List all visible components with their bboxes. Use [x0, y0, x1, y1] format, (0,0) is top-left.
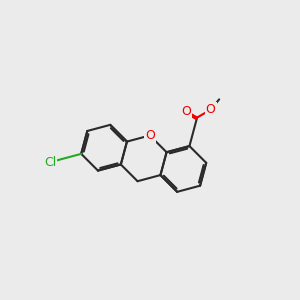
Text: O: O: [145, 129, 155, 142]
Text: Cl: Cl: [44, 156, 56, 169]
Text: O: O: [181, 105, 191, 118]
Text: O: O: [206, 103, 216, 116]
